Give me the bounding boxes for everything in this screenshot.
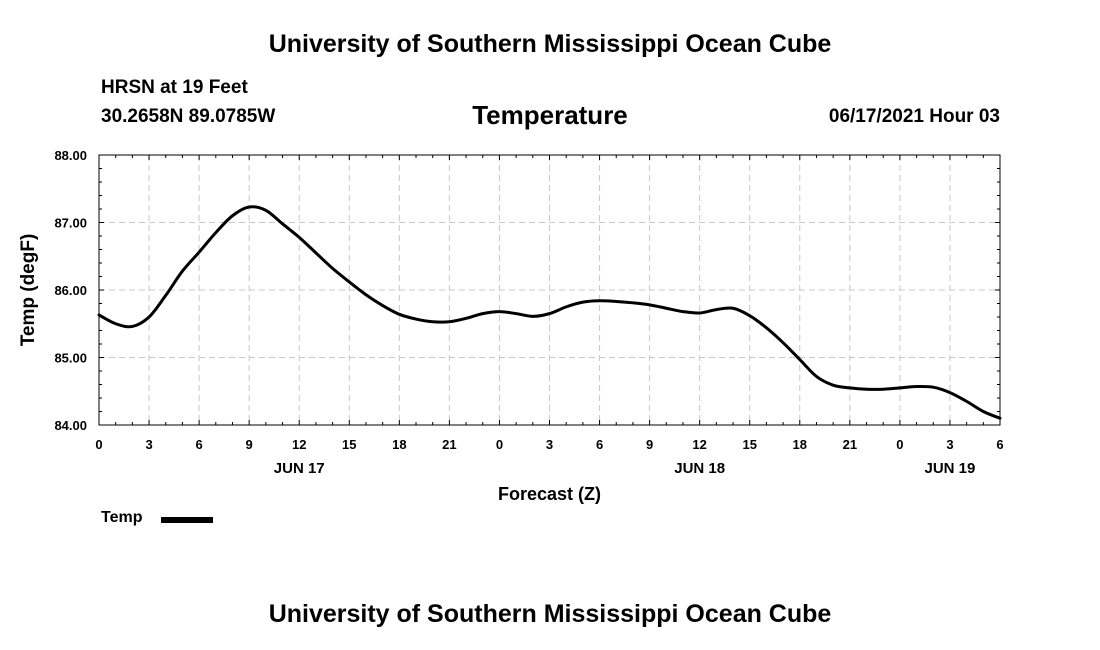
x-tick-label: 3 bbox=[946, 437, 953, 452]
x-tick-label: 12 bbox=[692, 437, 706, 452]
y-tick-label: 87.00 bbox=[54, 216, 87, 231]
x-tick-label: 15 bbox=[342, 437, 356, 452]
footer-title: University of Southern Mississippi Ocean… bbox=[268, 600, 832, 628]
axis-labels: 0 3 6 9 12 15 18 21 0 3 6 9 12 15 18 21 0 3 6 84.00 85.00 86.… bbox=[18, 148, 1004, 504]
x-tick-label: 21 bbox=[442, 437, 456, 452]
day-label: JUN 19 bbox=[925, 460, 976, 477]
y-tick-label: 84.00 bbox=[54, 418, 87, 433]
x-tick-label: 15 bbox=[742, 437, 756, 452]
x-tick-label: 18 bbox=[392, 437, 406, 452]
y-tick-label: 88.00 bbox=[54, 148, 87, 163]
legend-swatch bbox=[161, 517, 213, 523]
temp-series-line bbox=[97, 205, 1002, 420]
y-tick-label: 85.00 bbox=[54, 351, 87, 366]
series-layer bbox=[97, 205, 1002, 420]
tick-marks bbox=[98, 154, 1001, 426]
y-tick-label: 86.00 bbox=[54, 283, 87, 298]
x-tick-label: 3 bbox=[145, 437, 152, 452]
legend-label: Temp bbox=[101, 509, 143, 526]
x-tick-label: 12 bbox=[292, 437, 306, 452]
y-axis-title: Temp (degF) bbox=[18, 234, 39, 347]
day-label: JUN 18 bbox=[674, 460, 725, 477]
day-label: JUN 17 bbox=[274, 460, 325, 477]
x-tick-label: 9 bbox=[646, 437, 653, 452]
page-title: University of Southern Mississippi Ocean… bbox=[268, 30, 832, 58]
x-tick-label: 21 bbox=[843, 437, 857, 452]
station-name: HRSN at 19 Feet bbox=[101, 77, 248, 98]
x-tick-label: 6 bbox=[195, 437, 202, 452]
x-tick-label: 3 bbox=[546, 437, 553, 452]
x-tick-label: 18 bbox=[793, 437, 807, 452]
forecast-timestamp: 06/17/2021 Hour 03 bbox=[828, 106, 1000, 127]
x-tick-label: 0 bbox=[95, 437, 102, 452]
x-tick-label: 0 bbox=[496, 437, 503, 452]
chart-title: Temperature bbox=[472, 100, 628, 130]
x-tick-label: 6 bbox=[996, 437, 1003, 452]
x-axis-title: Forecast (Z) bbox=[498, 484, 601, 504]
x-tick-label: 6 bbox=[596, 437, 603, 452]
grid-lines bbox=[99, 155, 1000, 425]
x-tick-label: 0 bbox=[896, 437, 903, 452]
x-tick-label: 9 bbox=[246, 437, 253, 452]
station-coordinates: 30.2658N 89.0785W bbox=[101, 106, 276, 127]
